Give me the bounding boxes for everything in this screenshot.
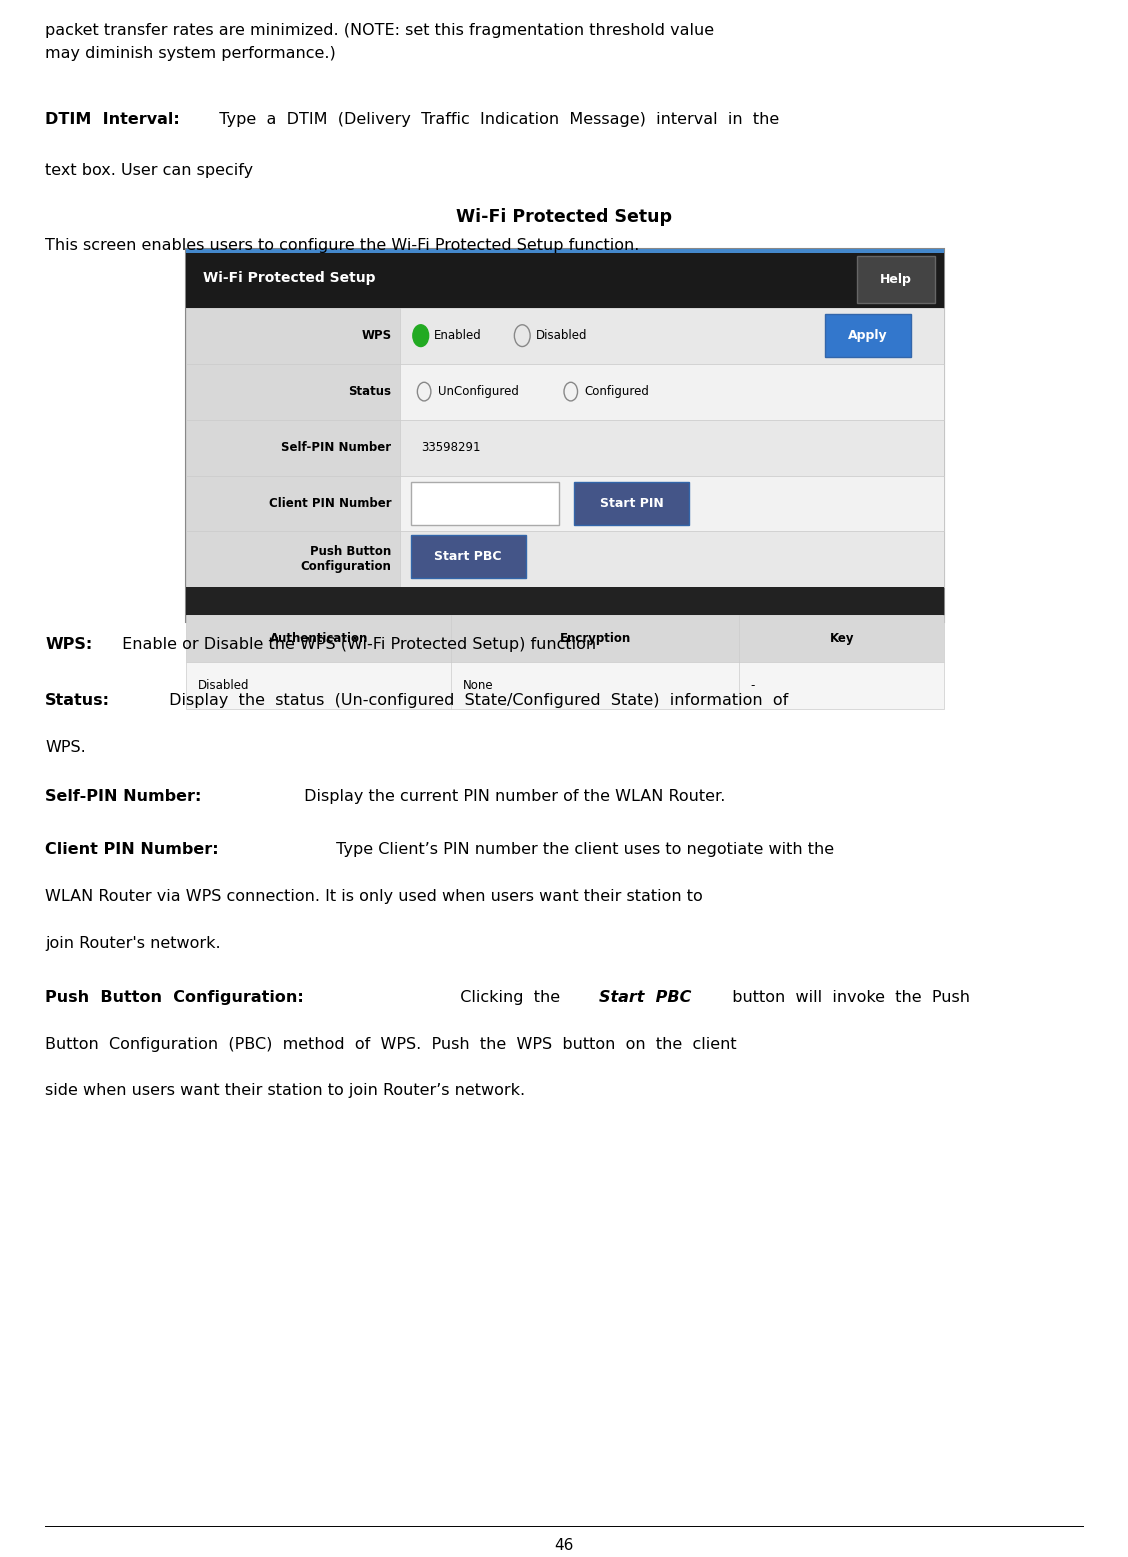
Text: Client PIN Number:: Client PIN Number: [45, 842, 219, 858]
Text: WLAN Router via WPS connection. It is only used when users want their station to: WLAN Router via WPS connection. It is on… [45, 889, 703, 905]
Text: WPS:: WPS: [45, 637, 92, 652]
Text: 46: 46 [554, 1538, 574, 1554]
Text: Disabled: Disabled [197, 679, 249, 691]
Text: packet transfer rates are minimized. (NOTE: set this fragmentation threshold val: packet transfer rates are minimized. (NO… [45, 23, 714, 61]
Text: Push Button
Configuration: Push Button Configuration [300, 545, 391, 573]
Bar [186, 419, 400, 475]
Text: Status: Status [349, 385, 391, 399]
Bar [186, 308, 400, 364]
FancyBboxPatch shape [186, 249, 944, 621]
Text: Enabled: Enabled [434, 329, 482, 343]
Text: join Router's network.: join Router's network. [45, 936, 221, 950]
Text: Self-PIN Number: Self-PIN Number [281, 441, 391, 455]
Text: Key: Key [829, 632, 854, 645]
Bar [186, 531, 944, 587]
Text: This screen enables users to configure the Wi-Fi Protected Setup function.: This screen enables users to configure t… [45, 238, 640, 252]
Text: Disabled: Disabled [536, 329, 588, 343]
Text: WPS: WPS [361, 329, 391, 343]
Text: side when users want their station to join Router’s network.: side when users want their station to jo… [45, 1084, 526, 1098]
Text: Start PIN: Start PIN [600, 497, 663, 511]
Text: Display the current PIN number of the WLAN Router.: Display the current PIN number of the WL… [299, 789, 725, 805]
Bar [186, 587, 944, 615]
Bar [186, 662, 944, 708]
Text: 33598291: 33598291 [421, 441, 481, 455]
FancyBboxPatch shape [574, 481, 689, 525]
Text: Push  Button  Configuration:: Push Button Configuration: [45, 990, 303, 1004]
Bar [186, 419, 944, 475]
Bar [186, 475, 400, 531]
Text: Start  PBC: Start PBC [599, 990, 691, 1004]
Text: Type  a  DTIM  (Delivery  Traffic  Indication  Message)  interval  in  the: Type a DTIM (Delivery Traffic Indication… [209, 112, 779, 126]
Text: Enable or Disable the WPS (Wi-Fi Protected Setup) function: Enable or Disable the WPS (Wi-Fi Protect… [117, 637, 597, 652]
Text: None: None [462, 679, 493, 691]
Text: Type Client’s PIN number the client uses to negotiate with the: Type Client’s PIN number the client uses… [331, 842, 834, 858]
Text: Encryption: Encryption [559, 632, 631, 645]
Text: Wi-Fi Protected Setup: Wi-Fi Protected Setup [456, 209, 672, 226]
FancyBboxPatch shape [857, 257, 935, 304]
Bar [186, 308, 944, 364]
Text: -: - [751, 679, 755, 691]
Text: UnConfigured: UnConfigured [438, 385, 519, 399]
Text: Apply: Apply [848, 329, 888, 343]
Text: Authentication: Authentication [270, 632, 368, 645]
FancyBboxPatch shape [411, 534, 526, 578]
Bar [186, 475, 944, 531]
Text: Button  Configuration  (PBC)  method  of  WPS.  Push  the  WPS  button  on  the : Button Configuration (PBC) method of WPS… [45, 1037, 737, 1051]
Bar [186, 364, 400, 419]
Text: Self-PIN Number:: Self-PIN Number: [45, 789, 202, 805]
Text: Clicking  the: Clicking the [450, 990, 565, 1004]
Text: DTIM  Interval:: DTIM Interval: [45, 112, 179, 126]
FancyBboxPatch shape [825, 315, 911, 358]
FancyBboxPatch shape [411, 481, 559, 525]
Text: Display  the  status  (Un-configured  State/Configured  State)  information  of: Display the status (Un-configured State/… [164, 693, 787, 708]
Bar [186, 364, 944, 419]
Text: Client PIN Number: Client PIN Number [268, 497, 391, 511]
Bar [186, 615, 944, 662]
Circle shape [413, 325, 429, 347]
Bar [186, 249, 944, 308]
Text: Configured: Configured [584, 385, 650, 399]
Text: Wi-Fi Protected Setup: Wi-Fi Protected Setup [203, 271, 376, 285]
Bar [186, 249, 944, 254]
Text: Start PBC: Start PBC [434, 550, 502, 562]
Text: button  will  invoke  the  Push: button will invoke the Push [722, 990, 970, 1004]
Text: text box. User can specify: text box. User can specify [45, 163, 254, 177]
Text: Status:: Status: [45, 693, 111, 708]
Text: WPS.: WPS. [45, 740, 86, 755]
Text: Help: Help [880, 272, 913, 286]
Bar [186, 531, 400, 587]
